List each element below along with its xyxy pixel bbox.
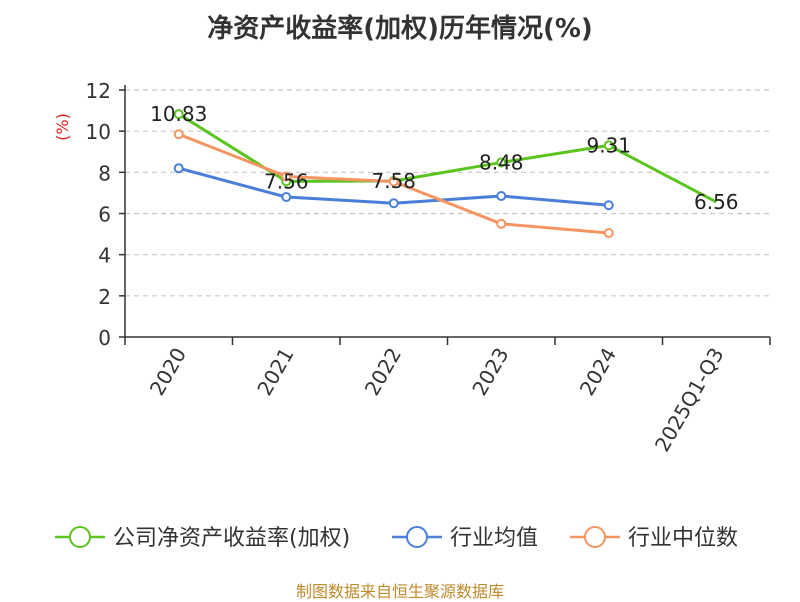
legend-item-2: 行业中位数 — [570, 526, 738, 551]
legend-marker — [584, 526, 606, 548]
data-point — [388, 176, 399, 187]
grid-layer — [125, 89, 770, 297]
data-point — [281, 171, 292, 182]
data-point — [173, 109, 184, 120]
x-tick-label: 2024 — [575, 344, 621, 400]
data-point — [603, 200, 614, 211]
data-label: 8.48 — [479, 150, 524, 174]
y-tick-label: 6 — [98, 203, 111, 227]
source-note: 制图数据来自恒生聚源数据库 — [295, 582, 504, 601]
data-label: 6.56 — [694, 190, 739, 214]
chart-title: 净资产收益率(加权)历年情况(%) — [207, 14, 593, 44]
x-tick-label: 2020 — [145, 344, 191, 400]
legend-label: 行业均值 — [450, 526, 538, 551]
legend-item-0: 公司净资产收益率(加权) — [55, 526, 350, 551]
y-tick-label: 2 — [98, 285, 111, 309]
y-tick-label: 0 — [98, 326, 111, 350]
data-label: 7.56 — [264, 169, 309, 193]
series-layer — [173, 109, 717, 239]
data-point — [496, 191, 507, 202]
y-tick-label: 8 — [98, 161, 111, 185]
y-tick-label: 10 — [86, 120, 111, 144]
legend-marker — [69, 526, 91, 548]
data-point — [173, 129, 184, 140]
data-point — [496, 157, 507, 168]
legend-label: 公司净资产收益率(加权) — [113, 526, 350, 551]
legend-marker — [406, 526, 428, 548]
data-label: 10.83 — [150, 102, 207, 126]
axis-layer: 0 2 4 6 8 10 12 (%) 2020 2021 2022 2023 2024 2025Q1-Q… — [53, 79, 771, 456]
data-point — [603, 228, 614, 239]
x-tick-label: 2025Q1-Q3 — [650, 344, 729, 456]
data-point — [496, 218, 507, 229]
data-label: 9.31 — [586, 133, 631, 157]
data-point — [388, 198, 399, 209]
data-point — [603, 140, 614, 151]
legend: 公司净资产收益率(加权) 行业均值 行业中位数 — [55, 526, 738, 551]
data-label-layer: 10.83 7.56 7.58 8.48 9.31 6.56 — [150, 102, 738, 214]
y-axis-label: (%) — [53, 113, 72, 141]
data-point — [173, 163, 184, 174]
data-label: 7.58 — [371, 169, 416, 193]
y-tick-label: 4 — [98, 244, 111, 268]
x-tick-label: 2023 — [467, 344, 513, 400]
x-tick-label: 2022 — [360, 344, 406, 400]
data-point — [281, 192, 292, 203]
legend-item-1: 行业均值 — [392, 526, 538, 551]
legend-label: 行业中位数 — [628, 526, 738, 551]
y-tick-label: 12 — [86, 79, 111, 103]
x-tick-label: 2021 — [252, 344, 298, 400]
